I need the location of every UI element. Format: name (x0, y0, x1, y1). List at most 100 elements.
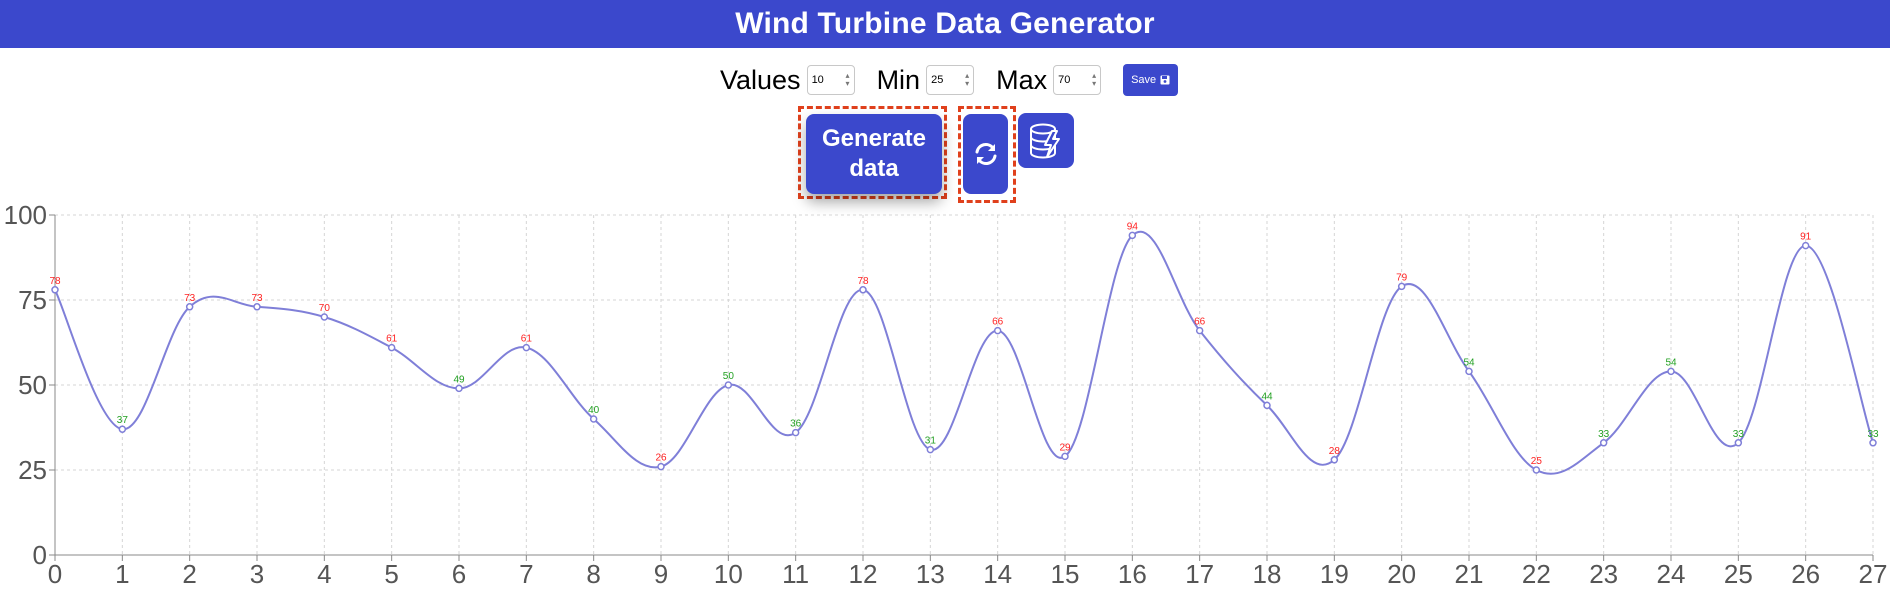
x-tick-label: 0 (48, 559, 62, 589)
x-tick-label: 11 (782, 559, 809, 589)
generator-controls: Values 10 ▴ ▾ Min 25 ▴ ▾ Max 70 ▴ ▾ Save (720, 64, 1179, 96)
data-point (1599, 439, 1608, 447)
data-label: 79 (1396, 272, 1408, 283)
data-label: 31 (925, 436, 937, 447)
data-label: 33 (1867, 429, 1879, 440)
refresh-button[interactable] (963, 114, 1008, 194)
floppy-disk-icon (1160, 75, 1170, 85)
app-header: Wind Turbine Data Generator (0, 0, 1890, 48)
data-label: 26 (655, 453, 667, 464)
data-label: 36 (790, 419, 802, 430)
y-tick-label: 0 (33, 540, 47, 570)
save-button-label: Save (1131, 74, 1157, 86)
data-point (253, 303, 261, 311)
generate-data-label: Generate data (821, 125, 927, 182)
data-label: 54 (1463, 357, 1475, 368)
data-point (926, 445, 935, 454)
x-tick-label: 27 (1859, 559, 1888, 589)
data-point (1532, 466, 1541, 474)
x-tick-label: 10 (714, 559, 743, 589)
data-label: 40 (588, 405, 600, 416)
spinner-icon[interactable]: ▴ ▾ (845, 71, 850, 88)
x-tick-label: 14 (983, 559, 1012, 589)
x-tick-label: 3 (250, 559, 264, 589)
data-point (522, 343, 531, 352)
x-tick-label: 25 (1724, 559, 1753, 589)
x-tick-label: 15 (1051, 559, 1080, 589)
values-label: Values (720, 64, 801, 95)
data-point (1397, 282, 1406, 291)
x-tick-label: 6 (452, 559, 466, 589)
data-point (455, 384, 463, 393)
x-tick-label: 13 (916, 559, 945, 589)
data-label: 70 (319, 303, 331, 314)
data-point (993, 326, 1002, 335)
data-label: 61 (386, 334, 398, 345)
x-tick-label: 26 (1791, 559, 1820, 589)
database-bolt-icon (1030, 123, 1060, 158)
data-label: 78 (49, 276, 61, 287)
x-tick-label: 17 (1185, 559, 1214, 589)
x-tick-label: 18 (1253, 559, 1282, 589)
max-input-value: 70 (1058, 74, 1071, 86)
data-point (185, 303, 194, 311)
data-label: 66 (992, 317, 1004, 328)
refresh-highlight (958, 106, 1016, 203)
data-label: 66 (1194, 317, 1206, 328)
x-tick-label: 8 (586, 559, 600, 589)
data-label: 73 (251, 293, 263, 304)
generate-highlight (798, 106, 947, 199)
data-label: 49 (453, 374, 465, 385)
data-label: 61 (521, 334, 533, 345)
max-input[interactable]: 70 ▴ ▾ (1053, 65, 1102, 95)
data-point (51, 286, 59, 294)
data-point (320, 313, 329, 321)
data-point (1128, 231, 1137, 240)
x-tick-label: 4 (317, 559, 331, 589)
data-point (118, 425, 127, 433)
x-tick-label: 23 (1589, 559, 1618, 589)
data-point (859, 286, 867, 294)
x-tick-label: 24 (1657, 559, 1686, 589)
x-tick-label: 7 (519, 559, 533, 589)
min-input[interactable]: 25 ▴ ▾ (926, 65, 975, 95)
data-label: 50 (723, 371, 735, 382)
generate-data-button[interactable]: Generate data (806, 114, 942, 194)
data-label: 91 (1800, 232, 1812, 243)
data-point (1801, 241, 1810, 250)
data-point (1869, 439, 1877, 447)
data-point (589, 415, 598, 423)
spinner-icon[interactable]: ▴ ▾ (965, 71, 970, 88)
data-label: 37 (117, 415, 129, 426)
x-tick-label: 21 (1455, 559, 1484, 589)
data-label: 78 (857, 276, 869, 287)
data-point (387, 343, 396, 352)
data-point (1263, 401, 1271, 410)
data-point (791, 428, 800, 437)
app-title: Wind Turbine Data Generator (735, 7, 1155, 40)
data-point (657, 462, 665, 471)
values-input[interactable]: 10 ▴ ▾ (806, 65, 855, 95)
spinner-icon[interactable]: ▴ ▾ (1092, 71, 1097, 88)
data-point (724, 381, 733, 389)
y-tick-label: 25 (18, 455, 47, 485)
data-point (1061, 452, 1069, 461)
x-tick-label: 16 (1118, 559, 1147, 589)
data-label: 33 (1733, 429, 1745, 440)
data-label: 44 (1261, 391, 1273, 402)
x-tick-label: 9 (654, 559, 668, 589)
data-label: 28 (1329, 446, 1341, 457)
data-point (1330, 456, 1339, 464)
x-tick-label: 5 (384, 559, 398, 589)
max-label: Max (996, 64, 1048, 95)
data-point (1195, 326, 1204, 335)
data-label: 54 (1665, 357, 1677, 368)
data-point (1465, 367, 1473, 376)
x-tick-label: 2 (182, 559, 196, 589)
min-label: Min (876, 64, 921, 95)
save-button[interactable]: Save (1123, 64, 1179, 96)
database-button[interactable] (1018, 113, 1074, 168)
y-tick-label: 50 (18, 370, 47, 400)
values-input-value: 10 (811, 74, 824, 86)
